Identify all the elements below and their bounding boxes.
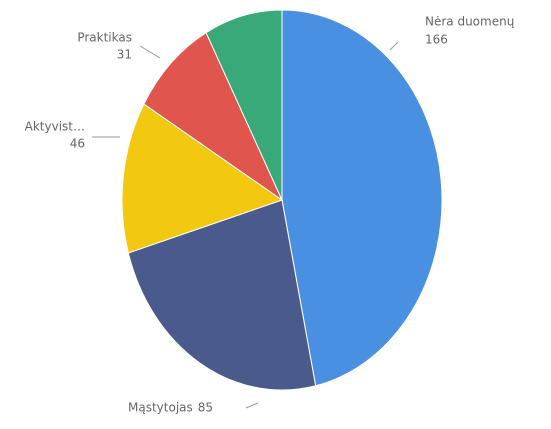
leader-line [245, 402, 259, 409]
pie-slice [127, 199, 317, 391]
pie-slice [281, 9, 443, 387]
slice-label: Praktikas [77, 31, 132, 45]
slice-value: 85 [198, 401, 213, 415]
slice-label: Aktyvist… [25, 120, 85, 134]
slice-label: Nėra duomenų [425, 15, 515, 29]
pie-slice [143, 31, 284, 202]
pie-slice [121, 103, 284, 254]
leader-line [139, 45, 161, 59]
leader-line [389, 41, 399, 51]
pie-slice [205, 9, 283, 201]
slice-label: Mąstytojas [128, 401, 193, 415]
slice-value: 46 [70, 137, 85, 151]
slice-value: 31 [117, 48, 132, 62]
slice-value: 166 [425, 33, 448, 47]
